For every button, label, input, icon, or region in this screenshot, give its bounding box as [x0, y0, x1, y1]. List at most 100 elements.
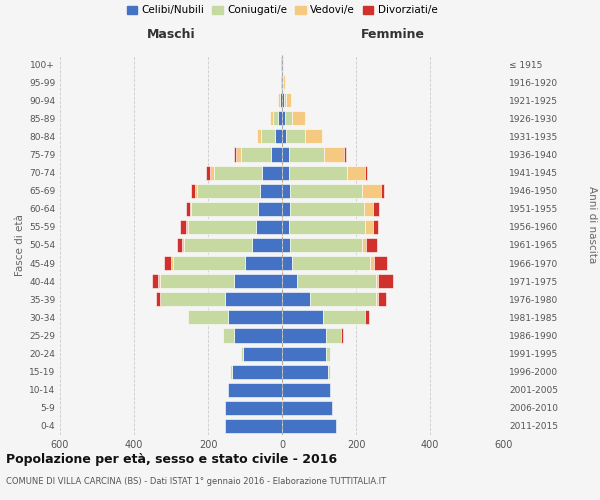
- Bar: [232, 364, 282, 378]
- Bar: [292, 256, 370, 270]
- Bar: [282, 346, 326, 360]
- Bar: [262, 166, 282, 179]
- Bar: [282, 274, 297, 288]
- Bar: [282, 364, 328, 378]
- Bar: [282, 184, 290, 198]
- Text: COMUNE DI VILLA CARCINA (BS) - Dati ISTAT 1° gennaio 2016 - Elaborazione TUTTITA: COMUNE DI VILLA CARCINA (BS) - Dati ISTA…: [6, 478, 386, 486]
- Bar: [282, 202, 290, 216]
- Bar: [160, 274, 234, 288]
- Bar: [365, 166, 367, 179]
- Bar: [234, 328, 282, 342]
- Bar: [282, 238, 290, 252]
- Bar: [282, 112, 285, 126]
- Bar: [158, 274, 160, 288]
- Bar: [289, 166, 347, 179]
- Bar: [188, 220, 256, 234]
- Bar: [310, 292, 376, 306]
- Bar: [176, 238, 182, 252]
- Bar: [184, 238, 253, 252]
- Text: Popolazione per età, sesso e stato civile - 2016: Popolazione per età, sesso e stato civil…: [6, 452, 337, 466]
- Bar: [190, 202, 191, 216]
- Bar: [378, 292, 386, 306]
- Bar: [365, 310, 369, 324]
- Bar: [230, 364, 232, 378]
- Bar: [275, 130, 282, 143]
- Bar: [253, 238, 282, 252]
- Bar: [229, 310, 282, 324]
- Bar: [347, 166, 365, 179]
- Bar: [182, 238, 184, 252]
- Bar: [376, 274, 378, 288]
- Text: Maschi: Maschi: [146, 28, 196, 40]
- Bar: [186, 220, 188, 234]
- Text: Anni di nascita: Anni di nascita: [587, 186, 597, 264]
- Bar: [160, 292, 224, 306]
- Bar: [282, 419, 335, 433]
- Bar: [282, 401, 332, 415]
- Bar: [156, 292, 160, 306]
- Bar: [281, 57, 282, 71]
- Bar: [290, 202, 364, 216]
- Bar: [378, 274, 393, 288]
- Bar: [326, 328, 341, 342]
- Bar: [283, 75, 284, 89]
- Bar: [376, 292, 378, 306]
- Bar: [270, 112, 273, 126]
- Bar: [373, 220, 378, 234]
- Bar: [344, 148, 346, 162]
- Bar: [188, 310, 229, 324]
- Bar: [164, 256, 171, 270]
- Legend: Celibi/Nubili, Coniugati/e, Vedovi/e, Divorziati/e: Celibi/Nubili, Coniugati/e, Vedovi/e, Di…: [122, 2, 442, 20]
- Bar: [210, 166, 214, 179]
- Bar: [282, 130, 286, 143]
- Bar: [191, 202, 258, 216]
- Bar: [171, 256, 173, 270]
- Bar: [256, 220, 282, 234]
- Bar: [280, 93, 282, 108]
- Bar: [326, 346, 330, 360]
- Bar: [289, 148, 324, 162]
- Bar: [206, 166, 210, 179]
- Bar: [245, 256, 282, 270]
- Bar: [373, 202, 379, 216]
- Bar: [282, 328, 326, 342]
- Bar: [282, 292, 310, 306]
- Bar: [229, 382, 282, 397]
- Bar: [282, 93, 284, 108]
- Bar: [364, 202, 373, 216]
- Bar: [284, 93, 286, 108]
- Bar: [214, 166, 262, 179]
- Bar: [362, 238, 366, 252]
- Text: Femmine: Femmine: [361, 28, 425, 40]
- Bar: [258, 202, 282, 216]
- Bar: [260, 130, 275, 143]
- Bar: [180, 220, 186, 234]
- Bar: [152, 274, 158, 288]
- Bar: [173, 256, 245, 270]
- Bar: [223, 328, 234, 342]
- Bar: [305, 130, 322, 143]
- Bar: [186, 202, 190, 216]
- Bar: [292, 112, 305, 126]
- Bar: [341, 328, 343, 342]
- Bar: [297, 274, 376, 288]
- Bar: [257, 130, 260, 143]
- Bar: [282, 256, 292, 270]
- Bar: [260, 184, 282, 198]
- Bar: [282, 75, 283, 89]
- Bar: [224, 419, 282, 433]
- Bar: [289, 220, 365, 234]
- Bar: [370, 256, 374, 270]
- Bar: [241, 148, 271, 162]
- Bar: [243, 346, 282, 360]
- Bar: [282, 310, 323, 324]
- Bar: [282, 166, 289, 179]
- Bar: [286, 130, 305, 143]
- Bar: [282, 220, 289, 234]
- Bar: [273, 112, 278, 126]
- Bar: [241, 346, 243, 360]
- Bar: [197, 184, 260, 198]
- Bar: [282, 57, 283, 71]
- Bar: [290, 184, 362, 198]
- Y-axis label: Fasce di età: Fasce di età: [15, 214, 25, 276]
